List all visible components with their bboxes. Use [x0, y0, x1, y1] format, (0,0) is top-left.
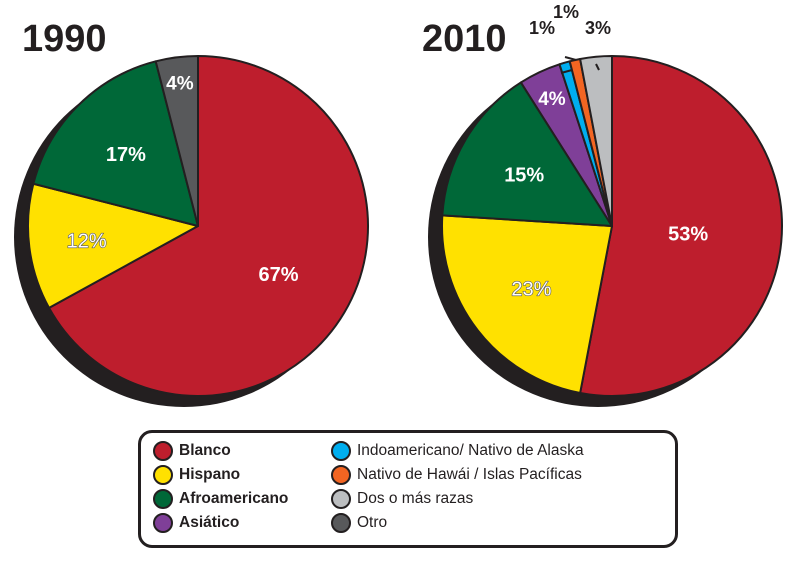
chart-title-2010: 2010 [422, 18, 507, 60]
leader-line [595, 63, 600, 71]
legend-label: Afroamericano [179, 490, 289, 507]
legend: Blanco Hispano Afroamericano Asiático In… [138, 430, 678, 548]
slice-label: 1% [529, 18, 555, 38]
pie-slice-otro [154, 55, 199, 227]
swatch-otro-icon [331, 513, 351, 533]
legend-label: Indoamericano/ Nativo de Alaska [357, 442, 584, 459]
swatch-indoamericano-icon [331, 441, 351, 461]
swatch-asiatico-icon [153, 513, 173, 533]
swatch-nativo-hawai-icon [331, 465, 351, 485]
slice-label: 4% [166, 73, 194, 94]
slice-label: 4% [538, 89, 566, 110]
legend-label: Dos o más razas [357, 490, 474, 507]
legend-label: Nativo de Hawái / Islas Pacíficas [357, 466, 582, 483]
pie-chart-1990: 67% 12% 17% 4% [14, 55, 369, 407]
slice-label: 17% [106, 144, 146, 166]
legend-label: Otro [357, 514, 388, 531]
slice-label: 53% [668, 223, 708, 245]
leader-line [560, 69, 573, 74]
legend-label: Asiático [179, 514, 240, 531]
chart-title-1990: 1990 [22, 18, 107, 60]
slice-label: 3% [585, 18, 611, 38]
legend-item-asiatico: Asiático [153, 511, 239, 535]
swatch-afroamericano-icon [153, 489, 173, 509]
legend-item-otro: Otro [331, 511, 387, 535]
legend-item-hispano: Hispano [153, 463, 240, 487]
pie-chart-2010: 53% 23% 15% 4% 1%1% 3% [428, 2, 783, 407]
slice-label: 67% [258, 264, 298, 286]
pie-slice-afroamericano [32, 60, 199, 227]
pie-slice-hispano [441, 214, 613, 394]
swatch-hispano-icon [153, 465, 173, 485]
pie-slice-dos-o-m-s-razas [579, 55, 613, 227]
pie-slice-blanco [48, 55, 369, 397]
pie-charts: 67% 12% 17% 4% 53% 23% 15% 4% 1%1% 3% [14, 2, 783, 407]
legend-label: Blanco [179, 442, 231, 459]
legend-item-nativo-hawai: Nativo de Hawái / Islas Pacíficas [331, 463, 582, 487]
legend-item-indoamericano: Indoamericano/ Nativo de Alaska [331, 439, 584, 463]
pie-slice-blanco [579, 55, 783, 397]
swatch-dos-o-mas-razas-icon [331, 489, 351, 509]
slice-label: 15% [504, 164, 544, 186]
slice-label: 12% [67, 230, 107, 252]
legend-item-afroamericano: Afroamericano [153, 487, 288, 511]
leader-line [564, 56, 577, 61]
pie-slice-hispano [27, 182, 199, 309]
legend-label: Hispano [179, 466, 241, 483]
slice-label: 1% [553, 2, 579, 22]
slice-label: 23% [511, 279, 551, 301]
pie-slice-afroamericano [441, 81, 613, 227]
swatch-blanco-icon [153, 441, 173, 461]
legend-item-blanco: Blanco [153, 439, 231, 463]
legend-item-dos-o-mas-razas: Dos o más razas [331, 487, 473, 511]
